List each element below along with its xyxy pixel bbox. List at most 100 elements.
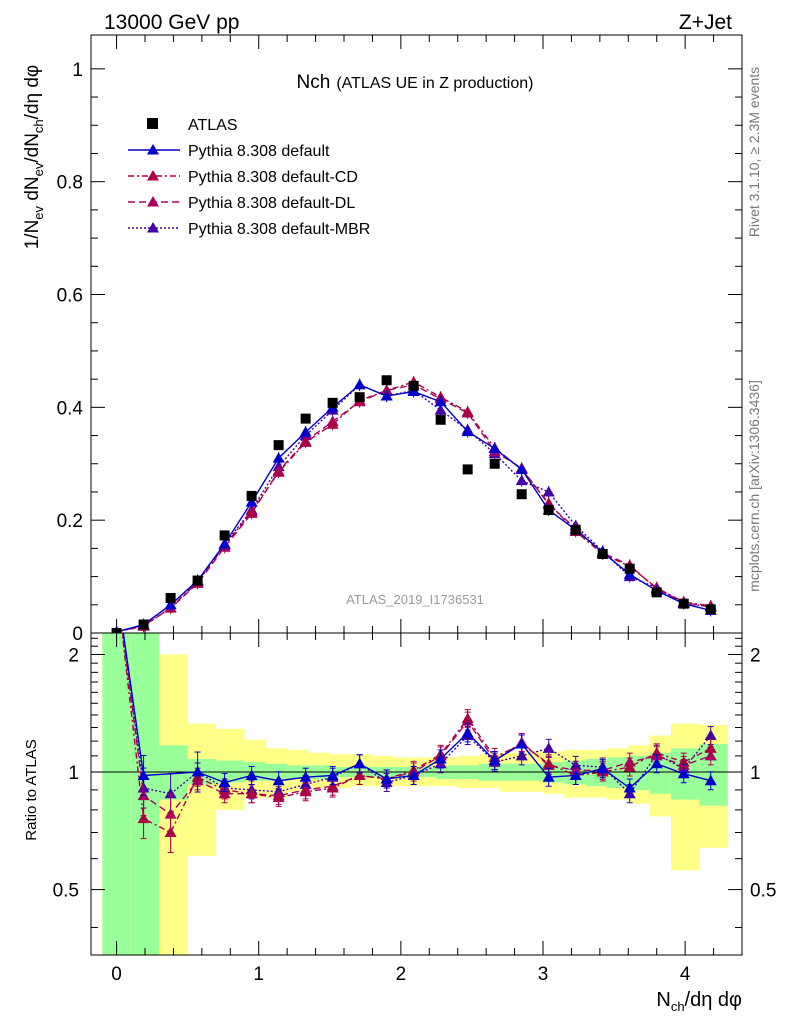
main-point-data xyxy=(246,490,257,501)
ratio-point-default xyxy=(191,766,204,777)
ratio-point-default xyxy=(596,762,609,774)
main-point-data xyxy=(624,563,635,574)
main-point-data xyxy=(543,505,554,516)
ratio-x-tick-labels: 0 1 2 3 4 xyxy=(111,964,691,985)
ratio-point-cd xyxy=(623,761,636,772)
ratio-point-default xyxy=(434,752,447,764)
ratio-point-mbr xyxy=(704,729,717,741)
ratio-y-tick-label-right: 1 xyxy=(750,763,761,784)
ratio-series-layer xyxy=(121,633,717,854)
ratio-point-cd xyxy=(461,712,474,724)
ratio-point-default xyxy=(380,772,393,784)
main-point-cd xyxy=(299,436,312,447)
main-point-mbr xyxy=(434,404,447,415)
legend-marker xyxy=(147,118,158,129)
main-point-default xyxy=(272,452,285,463)
main-y-axis-label: 1/Nev dNev/dNch/dη dφ xyxy=(22,65,46,250)
ratio-point-default xyxy=(650,757,663,769)
ratio-point-default xyxy=(704,774,717,786)
main-point-mbr xyxy=(515,474,528,486)
rivet-label: Rivet 3.1.10, ≥ 2.3M events xyxy=(746,67,762,237)
main-point-default xyxy=(515,463,528,474)
main-point-data xyxy=(300,413,311,424)
ratio-point-default xyxy=(326,769,339,780)
main-series-layer xyxy=(111,375,717,633)
main-point-cd xyxy=(326,418,339,429)
ratio-point-mbr xyxy=(515,749,528,761)
main-point-cd xyxy=(245,505,258,517)
legend-item-mbr: Pythia 8.308 default-MBR xyxy=(128,221,370,238)
legend-item-data: ATLAS xyxy=(147,117,238,134)
header-right: Z+Jet xyxy=(679,11,732,34)
main-y-tick-label: 0.2 xyxy=(57,511,83,532)
ratio-point-default xyxy=(245,769,258,780)
ratio-point-cd xyxy=(164,826,177,838)
ratio-point-mbr xyxy=(164,787,177,799)
ratio-point-cd xyxy=(299,785,312,797)
main-y-tick-label: 0 xyxy=(72,624,83,645)
ratio-point-default xyxy=(488,754,501,766)
ratio-point-default xyxy=(353,757,366,769)
ratio-point-default xyxy=(569,769,582,780)
main-point-data xyxy=(219,530,230,541)
x-tick-label: 2 xyxy=(396,964,407,985)
main-line-cd xyxy=(116,381,711,633)
ratio-point-mbr xyxy=(542,742,555,753)
main-panel: 0 0.2 0.4 0.6 0.8 1 Nch (ATLAS UE in Z product… xyxy=(57,34,743,645)
ratio-point-default xyxy=(299,771,312,782)
main-point-data xyxy=(705,604,716,615)
legend-label: Pythia 8.308 default xyxy=(188,143,330,160)
main-point-default xyxy=(488,442,501,454)
legend: ATLAS Pythia 8.308 default Pythia 8.308 de… xyxy=(128,117,370,238)
legend-marker xyxy=(147,170,159,181)
main-point-default xyxy=(380,390,393,401)
ratio-point-default xyxy=(272,774,285,786)
ratio-point-cd xyxy=(677,756,690,767)
x-tick-label: 1 xyxy=(253,964,264,985)
legend-label: Pythia 8.308 default-CD xyxy=(188,169,358,186)
ratio-point-default xyxy=(218,776,231,788)
main-point-default xyxy=(434,395,447,407)
main-point-cd xyxy=(380,384,393,395)
ratio-point-cd xyxy=(245,787,258,799)
main-title: Nch (ATLAS UE in Z production) xyxy=(297,72,534,93)
legend-marker xyxy=(147,222,159,233)
ratio-series-default xyxy=(122,633,717,798)
legend-marker xyxy=(147,196,159,207)
ratio-point-cd xyxy=(326,782,339,793)
main-point-data xyxy=(570,524,581,535)
ratio-x-axis-label: Nch/dη dφ xyxy=(656,989,742,1014)
ratio-point-cd xyxy=(542,757,555,769)
ratio-y-tick-label: 1 xyxy=(68,763,79,784)
main-point-data xyxy=(489,458,500,469)
main-point-cd xyxy=(272,466,285,477)
legend-marker xyxy=(147,144,159,155)
main-point-data xyxy=(462,464,473,475)
main-point-data xyxy=(597,549,608,560)
ratio-y-tick-label-right: 2 xyxy=(750,645,761,666)
ratio-band-inner xyxy=(606,757,629,789)
main-point-data xyxy=(381,375,392,386)
main-point-data xyxy=(327,397,338,408)
main-y-tick-label: 0.4 xyxy=(57,398,84,419)
mcplots-label: mcplots.cern.ch [arXiv:1306.3436] xyxy=(746,380,762,592)
main-point-cd xyxy=(461,405,474,417)
main-y-tick-label: 0.8 xyxy=(57,173,83,194)
main-point-default xyxy=(299,426,312,437)
ratio-point-default xyxy=(677,767,690,779)
legend-label: Pythia 8.308 default-MBR xyxy=(188,221,370,238)
main-point-data xyxy=(678,598,689,609)
ratio-line-default xyxy=(122,633,711,789)
ratio-point-cd xyxy=(704,742,717,753)
main-y-tick-labels: 0 0.2 0.4 0.6 0.8 1 xyxy=(57,60,84,645)
x-tick-label: 4 xyxy=(680,964,691,985)
main-point-default xyxy=(164,598,177,610)
ratio-frame xyxy=(90,632,743,956)
ratio-y-tick-label: 0.5 xyxy=(53,881,79,902)
legend-label: Pythia 8.308 default-DL xyxy=(188,195,355,212)
main-y-tick-label: 1 xyxy=(72,60,83,81)
main-point-data xyxy=(651,587,662,598)
main-point-default xyxy=(353,378,366,390)
main-axis-ticks xyxy=(91,35,743,634)
ratio-y-tick-labels: 0.5 0.5 1 1 2 2 xyxy=(53,645,777,901)
